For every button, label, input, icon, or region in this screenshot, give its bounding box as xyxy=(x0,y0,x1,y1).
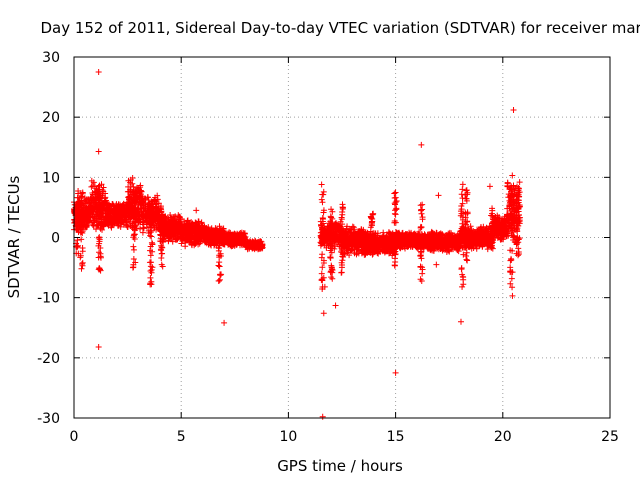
data-point xyxy=(116,201,123,208)
data-point-spike xyxy=(319,276,326,283)
data-point-spike xyxy=(338,269,345,276)
data-point xyxy=(154,192,161,199)
data-point xyxy=(89,208,96,215)
data-point-spike xyxy=(130,255,137,262)
data-point xyxy=(94,221,101,228)
data-point-spike xyxy=(215,262,222,269)
data-point xyxy=(89,213,96,220)
data-point xyxy=(117,223,124,230)
chart-title: Day 152 of 2011, Sidereal Day-to-day VTE… xyxy=(40,19,640,37)
data-point xyxy=(124,223,131,230)
data-point-spike xyxy=(147,280,154,287)
data-point-spike xyxy=(158,254,165,261)
data-point xyxy=(142,195,149,202)
data-point xyxy=(160,229,167,236)
data-point xyxy=(129,207,136,214)
data-point xyxy=(138,188,145,195)
data-point xyxy=(126,219,133,226)
data-point xyxy=(165,238,172,245)
data-point xyxy=(96,182,103,189)
data-point-spike xyxy=(339,211,346,218)
data-point xyxy=(105,211,112,218)
data-point xyxy=(174,224,181,231)
data-point-spike xyxy=(159,250,166,257)
data-point xyxy=(118,211,125,218)
data-point xyxy=(105,207,112,214)
data-point xyxy=(121,212,128,219)
data-point xyxy=(96,212,103,219)
data-point xyxy=(164,228,171,235)
data-point-spike xyxy=(215,278,222,285)
data-point xyxy=(90,217,97,224)
data-point xyxy=(150,222,157,229)
data-points xyxy=(71,69,523,420)
data-point xyxy=(127,176,134,183)
data-point xyxy=(82,197,89,204)
data-point xyxy=(103,200,110,207)
data-point-spike xyxy=(148,259,155,266)
data-point-spike xyxy=(329,275,336,282)
data-point xyxy=(137,216,144,223)
data-point xyxy=(105,217,112,224)
data-point xyxy=(89,182,96,189)
data-point xyxy=(144,207,151,214)
data-point xyxy=(125,188,132,195)
data-point xyxy=(151,216,158,223)
data-point xyxy=(140,225,147,232)
data-point xyxy=(91,189,98,196)
data-point xyxy=(140,221,147,228)
data-point xyxy=(118,205,125,212)
data-point xyxy=(133,184,140,191)
data-point xyxy=(135,185,142,192)
data-point xyxy=(115,202,122,209)
data-point-spike xyxy=(216,276,223,283)
data-point xyxy=(145,197,152,204)
data-point-spike xyxy=(74,244,81,251)
data-point xyxy=(142,213,149,220)
data-point xyxy=(167,222,174,229)
data-point xyxy=(88,177,95,184)
data-point-spike xyxy=(130,243,137,250)
data-point xyxy=(152,196,159,203)
data-point xyxy=(92,211,99,218)
data-point xyxy=(125,199,132,206)
data-point-spike xyxy=(216,259,223,266)
data-point xyxy=(137,225,144,232)
data-point-spike xyxy=(320,191,327,198)
data-point xyxy=(128,208,135,215)
data-point-spike xyxy=(339,201,346,208)
data-point xyxy=(91,196,98,203)
data-point xyxy=(88,183,95,190)
data-point-spike xyxy=(328,274,335,281)
data-point-spike xyxy=(319,199,326,206)
data-point xyxy=(140,200,147,207)
data-point-spike xyxy=(95,234,102,241)
data-point xyxy=(182,243,189,250)
data-point xyxy=(169,219,176,226)
data-point xyxy=(84,222,91,229)
data-point-spike xyxy=(147,252,154,259)
data-point xyxy=(167,212,174,219)
data-point xyxy=(144,224,151,231)
data-point xyxy=(129,180,136,187)
data-point-spike xyxy=(96,264,103,271)
data-point-spike xyxy=(96,249,103,256)
data-point xyxy=(85,216,92,223)
data-point xyxy=(115,220,122,227)
data-point xyxy=(176,213,183,220)
data-point xyxy=(139,229,146,236)
data-point-spike xyxy=(327,254,334,261)
data-point xyxy=(168,235,175,242)
data-point xyxy=(137,182,144,189)
data-point xyxy=(171,229,178,236)
data-point xyxy=(113,212,120,219)
data-point-spike xyxy=(130,246,137,253)
data-point-spike xyxy=(319,251,326,258)
data-point xyxy=(108,219,115,226)
data-point xyxy=(120,221,127,228)
data-point-spike xyxy=(318,196,325,203)
data-point-spike xyxy=(147,274,154,281)
data-point xyxy=(126,202,133,209)
